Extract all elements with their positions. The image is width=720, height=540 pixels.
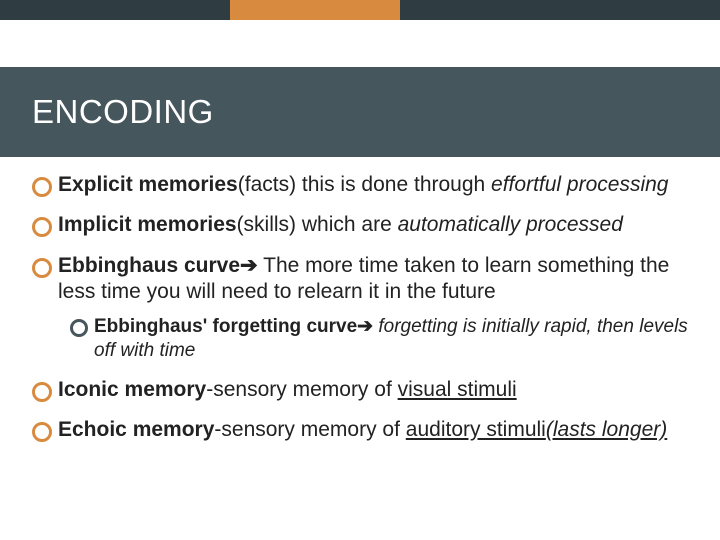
text: -sensory memory of bbox=[214, 418, 405, 441]
title-band: ENCODING bbox=[0, 67, 720, 157]
list-item: Ebbinghaus curve➔ The more time taken to… bbox=[30, 253, 690, 363]
text: -sensory memory of bbox=[206, 378, 397, 401]
arrow-icon: ➔ bbox=[240, 254, 258, 277]
list-item: Implicit memories(skills) which are auto… bbox=[30, 212, 690, 238]
slide: ENCODING Explicit memories(facts) this i… bbox=[0, 0, 720, 540]
list-item: Echoic memory-sensory memory of auditory… bbox=[30, 417, 690, 443]
text-italic-underline: (lasts longer) bbox=[546, 418, 667, 441]
text-underline: visual stimuli bbox=[398, 378, 517, 401]
term-bold: Ebbinghaus curve bbox=[58, 254, 240, 277]
term-bold: Implicit memories bbox=[58, 213, 237, 236]
top-accent-bar bbox=[0, 0, 720, 20]
text-italic: effortful processing bbox=[491, 173, 668, 196]
list-item: Ebbinghaus' forgetting curve➔ forgetting… bbox=[68, 315, 690, 363]
term-bold: Iconic memory bbox=[58, 378, 206, 401]
text-underline: auditory stimuli bbox=[406, 418, 546, 441]
bar-segment-orange bbox=[230, 0, 400, 20]
term-bold: Ebbinghaus' forgetting curve bbox=[94, 316, 357, 337]
list-item: Iconic memory-sensory memory of visual s… bbox=[30, 377, 690, 403]
bar-segment-dark bbox=[400, 0, 720, 20]
arrow-icon: ➔ bbox=[357, 316, 373, 337]
text-italic: automatically processed bbox=[398, 213, 623, 236]
term-bold: Explicit memories bbox=[58, 173, 238, 196]
content-area: Explicit memories(facts) this is done th… bbox=[30, 172, 690, 457]
bar-segment-dark bbox=[0, 0, 230, 20]
text: (skills) which are bbox=[237, 213, 398, 236]
list-item: Explicit memories(facts) this is done th… bbox=[30, 172, 690, 198]
page-title: ENCODING bbox=[32, 93, 214, 131]
text: (facts) this is done through bbox=[238, 173, 491, 196]
bullet-list: Explicit memories(facts) this is done th… bbox=[30, 172, 690, 443]
sub-list: Ebbinghaus' forgetting curve➔ forgetting… bbox=[68, 315, 690, 363]
term-bold: Echoic memory bbox=[58, 418, 214, 441]
